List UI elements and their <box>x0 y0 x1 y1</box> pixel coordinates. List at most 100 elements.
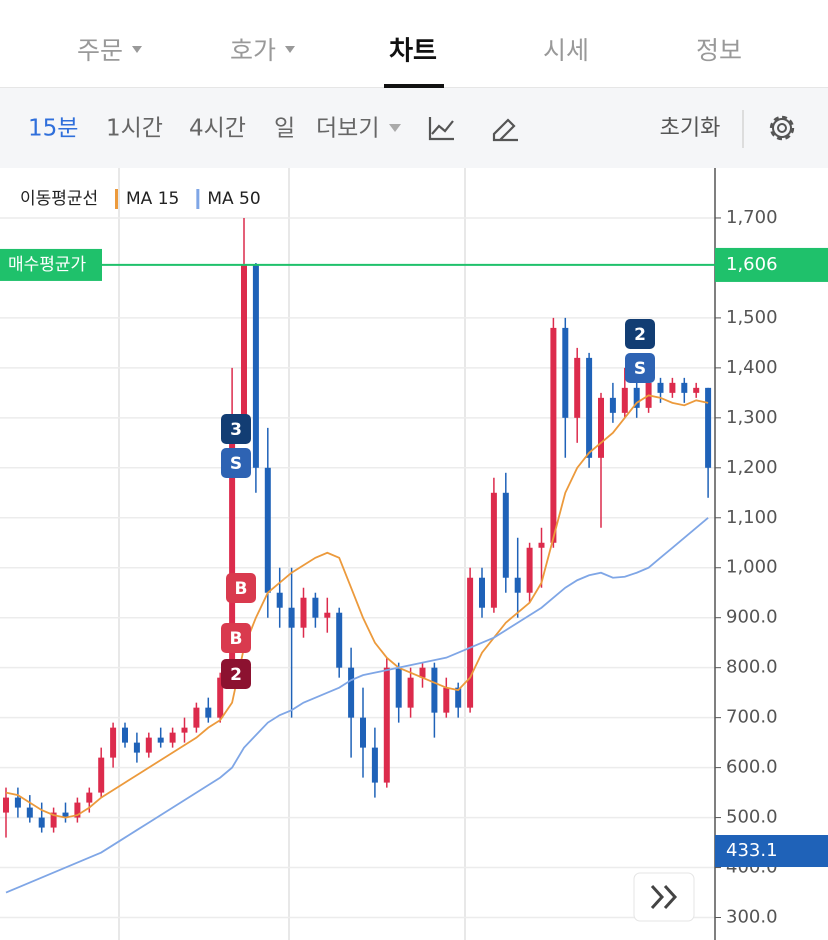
interval[interactable]: 일 <box>274 116 295 142</box>
candle-body <box>122 727 128 743</box>
legend-label: MA 50 <box>207 189 260 209</box>
candle-body <box>145 737 152 753</box>
more-button[interactable]: 더보기 <box>316 116 379 142</box>
toolbar <box>0 88 828 168</box>
candle-body <box>586 357 593 458</box>
y-tick-label: 900.0 <box>726 607 778 628</box>
legend: MA 15 MA 50 <box>115 189 261 209</box>
candle-body <box>669 382 676 393</box>
candle-body <box>50 812 57 828</box>
candle-body <box>193 707 200 728</box>
candle-body <box>657 382 664 393</box>
trade-marker-label: 3 <box>230 420 242 440</box>
dropdown-arrow <box>132 46 142 53</box>
candle-body <box>3 797 9 813</box>
interval[interactable]: 1시간 <box>106 116 163 142</box>
dropdown-arrow <box>285 46 295 53</box>
trade-marker-label: S <box>230 454 242 474</box>
candle-body <box>312 597 319 618</box>
moving-average-line <box>5 517 709 894</box>
gear-teeth <box>769 115 795 141</box>
candle-body <box>26 807 33 818</box>
trade-marker <box>221 659 251 689</box>
candle-body <box>621 387 628 413</box>
candle-body <box>431 667 438 713</box>
candle-body <box>538 542 545 548</box>
candle-body <box>288 607 295 628</box>
candle-body <box>38 817 45 828</box>
double-arrow <box>650 884 678 910</box>
tab[interactable]: 주문 <box>77 36 123 65</box>
candle-body <box>693 387 700 393</box>
candle-body <box>205 707 212 718</box>
avg-price-tag <box>0 248 102 281</box>
trade-marker-label: B <box>230 629 243 649</box>
interval[interactable]: 4시간 <box>189 116 246 142</box>
candle-body <box>598 397 604 458</box>
legend-swatch <box>196 189 200 209</box>
candle-body <box>229 417 236 678</box>
overlay: 매수평균가 1,606 433.1 3 S B B 2 2 S <box>0 247 828 868</box>
candle-body <box>514 577 521 593</box>
trade-marker-label: 2 <box>634 325 646 345</box>
moving-average-line <box>5 394 709 819</box>
last-price-tag <box>715 835 828 868</box>
candle-body <box>562 327 569 418</box>
interval-active[interactable]: 15분 <box>28 116 78 142</box>
candle-body <box>419 667 426 678</box>
candle-body <box>455 687 462 708</box>
tab[interactable]: 정보 <box>696 36 742 65</box>
y-tick-label: 1,700 <box>726 207 778 228</box>
reset-button[interactable]: 초기화 <box>660 116 721 141</box>
trade-marker <box>625 319 655 349</box>
dropdown-arrow <box>389 124 401 132</box>
candle-body <box>98 757 105 793</box>
tab[interactable]: 호가 <box>230 36 276 65</box>
y-tick-label: 300.0 <box>726 907 778 928</box>
draw-icon[interactable] <box>492 118 518 142</box>
candle-body <box>681 382 688 393</box>
legend-title: 이동평균선 <box>20 189 98 209</box>
candle-body <box>252 264 259 468</box>
settings-icon[interactable] <box>769 115 795 141</box>
trade-marker-label: S <box>634 359 646 379</box>
tab-active[interactable]: 차트 <box>389 37 437 67</box>
candle-body <box>705 387 712 468</box>
candle-body <box>383 667 390 783</box>
candle-body <box>86 792 93 803</box>
candle-body <box>264 467 271 593</box>
trade-marker <box>221 414 251 444</box>
candle-body <box>609 397 616 413</box>
tab-underline <box>384 84 444 88</box>
candle-body <box>360 717 366 748</box>
candle-body <box>241 264 247 418</box>
candle-body <box>502 492 509 578</box>
y-tick-label: 1,300 <box>726 407 778 428</box>
y-tick-label: 700.0 <box>726 707 778 728</box>
candle-body <box>276 592 283 608</box>
candle-body <box>157 737 164 743</box>
trade-marker <box>221 448 251 478</box>
gear-hole <box>777 123 787 133</box>
y-tick-label: 1,400 <box>726 357 778 378</box>
y-tick-label: 500.0 <box>726 807 778 828</box>
indicator-icon[interactable] <box>428 117 454 141</box>
candle-body <box>169 732 176 743</box>
gear-body <box>772 118 792 138</box>
candle-body <box>336 612 343 668</box>
trade-marker-label: B <box>235 579 248 599</box>
candle-body <box>217 677 224 718</box>
tab[interactable]: 시세 <box>543 36 589 65</box>
candle-body <box>490 492 497 608</box>
avg-price-label: 매수평균가 <box>8 255 87 275</box>
y-tick-label: 1,000 <box>726 557 778 578</box>
candle-body <box>300 597 307 628</box>
candle-body <box>62 812 69 818</box>
avg-price-value: 1,606 <box>726 254 778 275</box>
legend-swatch <box>115 189 118 209</box>
candle-body <box>371 747 378 783</box>
grid: 1,700 1,500 1,400 1,300 1,200 1,100 1,000 900.0… <box>0 207 778 928</box>
plot <box>3 217 712 894</box>
candle-body <box>526 547 533 593</box>
